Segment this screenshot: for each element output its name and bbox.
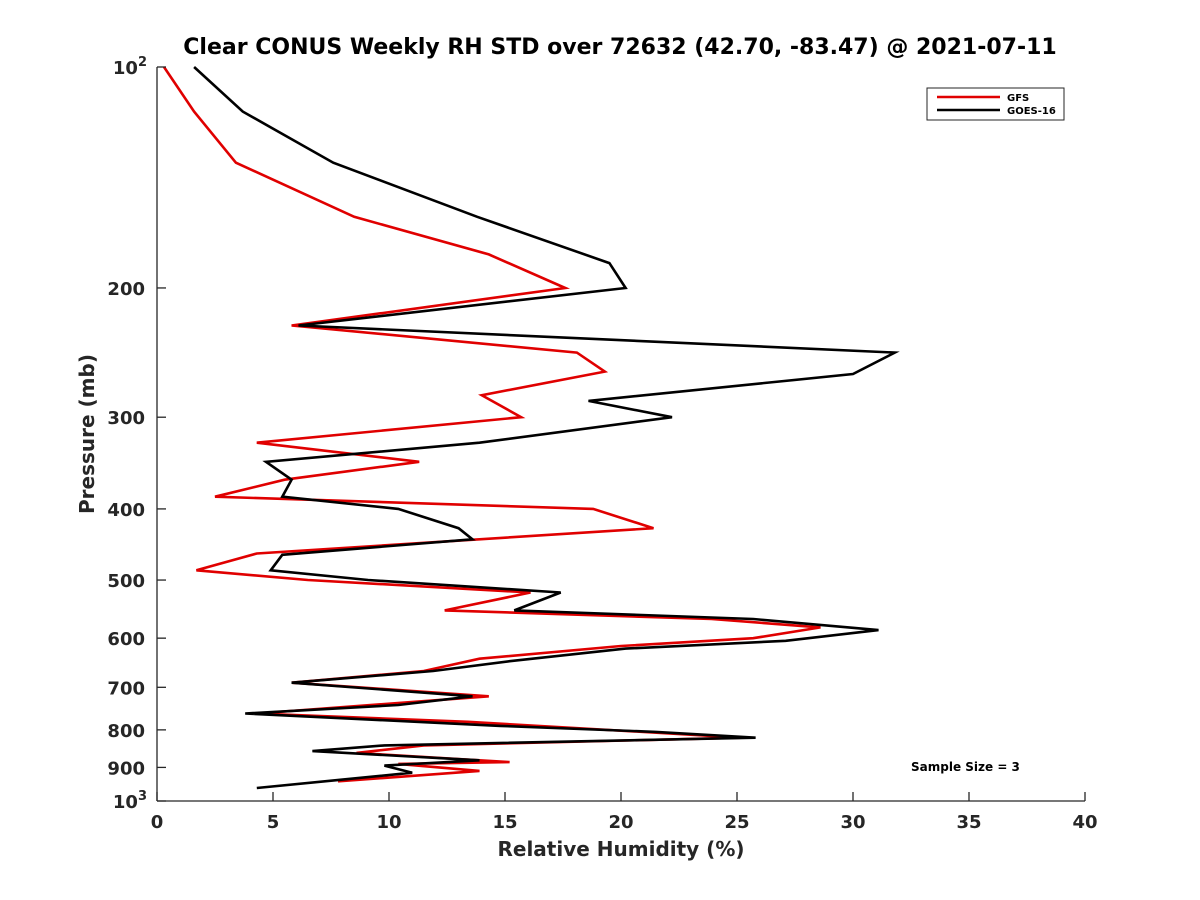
x-tick-label: 40 — [1072, 812, 1097, 833]
y-tick-label: 700 — [107, 678, 145, 699]
y-tick-label: 400 — [107, 500, 145, 521]
y-tick-label: 800 — [107, 721, 145, 742]
chart-title: Clear CONUS Weekly RH STD over 72632 (42… — [183, 35, 1056, 60]
x-axis-ticks: 0 5 10 15 20 25 30 35 40 — [151, 792, 1098, 833]
plot-area — [156, 66, 1085, 802]
y-axis-ticks: 102 200 300 400 500 600 700 800 900 103 — [107, 55, 166, 813]
x-tick-label: 0 — [151, 812, 164, 833]
y-tick-label: 200 — [107, 279, 145, 300]
x-tick-label: 15 — [492, 812, 517, 833]
y-tick-label: 500 — [107, 571, 145, 592]
series-layer — [162, 66, 900, 790]
y-tick-label: 600 — [107, 629, 145, 650]
y-tick-label: 103 — [113, 789, 147, 813]
series-line-goes-16 — [193, 66, 900, 790]
y-tick-label: 102 — [113, 55, 147, 79]
legend-label-gfs: GFS — [1007, 93, 1029, 104]
x-tick-label: 20 — [608, 812, 633, 833]
legend-label-goes16: GOES-16 — [1007, 106, 1056, 117]
x-tick-label: 5 — [267, 812, 280, 833]
x-tick-label: 25 — [724, 812, 749, 833]
x-tick-label: 10 — [376, 812, 401, 833]
sample-size-annotation: Sample Size = 3 — [911, 760, 1020, 774]
x-tick-label: 35 — [956, 812, 981, 833]
y-tick-label: 300 — [107, 408, 145, 429]
legend: GFS GOES-16 — [926, 87, 1065, 121]
y-axis-label: Pressure (mb) — [75, 354, 99, 514]
legend-box — [926, 87, 1065, 121]
y-tick-label: 900 — [107, 758, 145, 779]
x-tick-label: 30 — [840, 812, 865, 833]
x-axis-label: Relative Humidity (%) — [497, 837, 744, 861]
axes-background — [157, 67, 1085, 801]
